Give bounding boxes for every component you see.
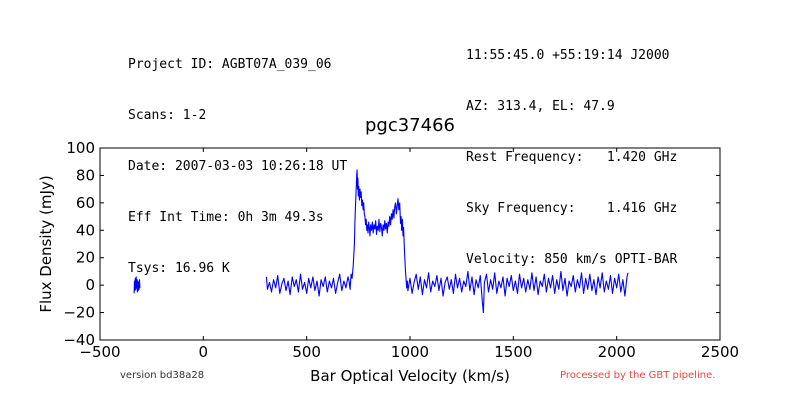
x-tick-label: 0 <box>199 343 209 361</box>
x-tick-label: 2500 <box>701 343 739 361</box>
observation-info-right: 11:55:45.0 +55:19:14 J2000 AZ: 313.4, EL… <box>466 13 677 285</box>
plot-marks: −500 0 500 1000 1500 2000 2500 −40 −20 0 20 40 60 80 1… <box>63 139 739 361</box>
y-tick-label: 60 <box>76 194 95 212</box>
project-id-text: Project ID: AGBT07A_039_06 <box>128 57 332 72</box>
velocity-text: Velocity: 850 km/s OPTI-BAR <box>466 252 678 267</box>
rest-frequency-text: Rest Frequency: 1.420 GHz <box>466 150 678 165</box>
chart-title: pgc37466 <box>364 115 455 136</box>
pipeline-credit-text: Processed by the GBT pipeline. <box>560 370 716 381</box>
version-text: version bd38a28 <box>120 370 205 381</box>
x-axis-label: Bar Optical Velocity (km/s) <box>310 367 510 385</box>
x-tick-label: −500 <box>79 343 120 361</box>
tsys-text: Tsys: 16.96 K <box>128 261 230 276</box>
y-tick-label: −20 <box>63 304 95 322</box>
x-tick-label: 1500 <box>494 343 532 361</box>
coordinates-text: 11:55:45.0 +55:19:14 J2000 <box>466 48 670 63</box>
y-axis-label: Flux Density (mJy) <box>37 175 55 313</box>
date-text: Date: 2007-03-03 10:26:18 UT <box>128 159 348 174</box>
y-tick-label: 0 <box>85 276 95 294</box>
spectrum-line-segment-1 <box>133 276 141 294</box>
y-tick-label: 80 <box>76 166 95 184</box>
x-tick-label: 1000 <box>391 343 429 361</box>
spectrum-line-segment-2 <box>265 169 629 314</box>
plot-frame <box>99 147 721 341</box>
int-time-text: Eff Int Time: 0h 3m 49.3s <box>128 210 324 225</box>
observation-info-left: Project ID: AGBT07A_039_06 Scans: 1-2 Da… <box>128 22 347 294</box>
scans-text: Scans: 1-2 <box>128 108 207 123</box>
az-el-text: AZ: 313.4, EL: 47.9 <box>466 99 615 114</box>
y-tick-label: 20 <box>76 249 95 267</box>
y-tick-label: 100 <box>66 139 95 157</box>
sky-frequency-text: Sky Frequency: 1.416 GHz <box>466 201 678 216</box>
y-tick-label: −40 <box>63 331 95 349</box>
x-tick-label: 500 <box>292 343 321 361</box>
x-tick-label: 2000 <box>598 343 636 361</box>
y-tick-label: 40 <box>76 221 95 239</box>
